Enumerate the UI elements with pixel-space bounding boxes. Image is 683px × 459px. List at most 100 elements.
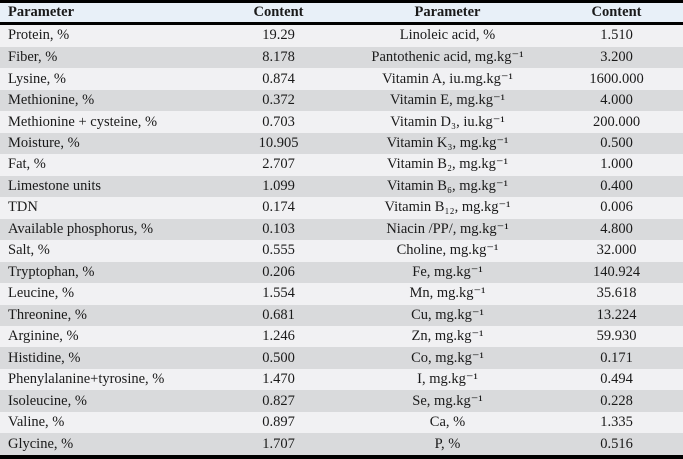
table-body: Protein, % 19.29 Linoleic acid, % 1.510 … <box>0 23 683 455</box>
content-left-cell: 0.500 <box>262 349 295 366</box>
header-parameter-right: Parameter <box>345 3 550 25</box>
parameter-left-cell: Histidine, % <box>8 349 81 366</box>
content-right-cell: 1600.000 <box>589 70 644 87</box>
table-row: Fiber, % 8.178 Pantothenic acid, mg.kg⁻¹… <box>0 46 683 69</box>
table-row: Isoleucine, % 0.827 Se, mg.kg⁻¹ 0.228 <box>0 390 683 412</box>
parameter-left-cell: Limestone units <box>8 177 102 194</box>
parameter-right-cell: Fe, mg.kg⁻¹ <box>412 263 483 280</box>
parameter-left-cell: Arginine, % <box>8 328 79 345</box>
content-right-cell: 0.006 <box>600 199 633 216</box>
content-right-cell: 0.500 <box>600 134 633 151</box>
content-left-cell: 1.554 <box>262 285 295 302</box>
parameter-left-cell: Phenylalanine+tyrosine, % <box>8 371 165 388</box>
table-row: Moisture, % 10.905 Vitamin K₃, mg.kg⁻¹ 0… <box>0 132 683 155</box>
content-left-cell: 19.29 <box>262 27 295 44</box>
parameter-right-cell: Choline, mg.kg⁻¹ <box>396 242 499 259</box>
parameter-right-cell: Zn, mg.kg⁻¹ <box>411 328 484 345</box>
parameter-left-cell: Fat, % <box>8 156 46 173</box>
content-right-cell: 0.171 <box>600 349 633 366</box>
parameter-right-cell: Vitamin K₃, mg.kg⁻¹ <box>386 134 509 151</box>
parameter-right-cell: Ca, % <box>429 414 466 431</box>
content-left-cell: 8.178 <box>262 49 295 66</box>
parameter-left-cell: Threonine, % <box>8 306 87 323</box>
parameter-right-cell: Se, mg.kg⁻¹ <box>412 392 483 409</box>
table-row: Tryptophan, % 0.206 Fe, mg.kg⁻¹ 140.924 <box>0 261 683 284</box>
parameter-left-cell: Tryptophan, % <box>8 263 95 280</box>
table-row: Threonine, % 0.681 Cu, mg.kg⁻¹ 13.224 <box>0 304 683 326</box>
content-left-cell: 1.707 <box>262 435 295 452</box>
content-left-cell: 10.905 <box>258 134 299 151</box>
table-row: Arginine, % 1.246 Zn, mg.kg⁻¹ 59.930 <box>0 325 683 348</box>
parameter-right-cell: Mn, mg.kg⁻¹ <box>409 285 486 302</box>
parameter-right-cell: Linoleic acid, % <box>399 27 496 44</box>
parameter-right-cell: Vitamin A, iu.mg.kg⁻¹ <box>382 70 513 87</box>
content-left-cell: 0.174 <box>262 199 295 216</box>
parameter-left-cell: Lysine, % <box>8 70 66 87</box>
content-right-cell: 0.494 <box>600 371 633 388</box>
parameter-left-cell: Leucine, % <box>8 285 75 302</box>
header-row: Parameter Content Parameter Content <box>0 3 683 25</box>
table-row: Salt, % 0.555 Choline, mg.kg⁻¹ 32.000 <box>0 240 683 262</box>
content-left-cell: 0.897 <box>262 414 295 431</box>
content-right-cell: 4.000 <box>600 92 633 109</box>
content-left-cell: 1.246 <box>262 328 295 345</box>
table-row: Available phosphorus, % 0.103 Niacin /PP… <box>0 218 683 241</box>
content-left-cell: 2.707 <box>262 156 295 173</box>
content-left-cell: 0.874 <box>262 70 295 87</box>
parameter-left-cell: Protein, % <box>8 27 70 44</box>
parameter-left-cell: Valine, % <box>8 414 65 431</box>
content-right-cell: 1.000 <box>600 156 633 173</box>
table-row: Histidine, % 0.500 Co, mg.kg⁻¹ 0.171 <box>0 347 683 369</box>
content-left-cell: 0.555 <box>262 242 295 259</box>
table-row: Phenylalanine+tyrosine, % 1.470 I, mg.kg… <box>0 368 683 391</box>
table-row: TDN 0.174 Vitamin B₁₂, mg.kg⁻¹ 0.006 <box>0 197 683 219</box>
content-left-cell: 0.827 <box>262 392 295 409</box>
parameter-left-cell: Glycine, % <box>8 435 74 452</box>
content-right-cell: 0.516 <box>600 435 633 452</box>
content-left-cell: 1.470 <box>262 371 295 388</box>
parameter-right-cell: Vitamin D₃, iu.kg⁻¹ <box>390 113 505 130</box>
content-right-cell: 3.200 <box>600 49 633 66</box>
content-right-cell: 0.228 <box>600 392 633 409</box>
table-row: Fat, % 2.707 Vitamin B₂, mg.kg⁻¹ 1.000 <box>0 154 683 176</box>
header-content-left: Content <box>212 3 345 25</box>
header-parameter-left: Parameter <box>0 3 212 25</box>
table-row: Lysine, % 0.874 Vitamin A, iu.mg.kg⁻¹ 16… <box>0 68 683 90</box>
table-row: Protein, % 19.29 Linoleic acid, % 1.510 <box>0 23 683 47</box>
parameter-left-cell: Moisture, % <box>8 134 80 151</box>
content-right-cell: 59.930 <box>596 328 637 345</box>
content-right-cell: 0.400 <box>600 177 633 194</box>
content-left-cell: 0.703 <box>262 113 295 130</box>
content-right-cell: 35.618 <box>596 285 637 302</box>
parameter-left-cell: Methionine, % <box>8 92 95 109</box>
content-right-cell: 200.000 <box>592 113 641 130</box>
content-left-cell: 0.681 <box>262 306 295 323</box>
parameter-right-cell: Vitamin B₂, mg.kg⁻¹ <box>387 156 508 173</box>
table-row: Glycine, % 1.707 P, % 0.516 <box>0 433 683 455</box>
table-row: Methionine + cysteine, % 0.703 Vitamin D… <box>0 111 683 133</box>
content-right-cell: 4.800 <box>600 220 633 237</box>
composition-table: Parameter Content Parameter Content Prot… <box>0 3 683 455</box>
parameter-right-cell: Cu, mg.kg⁻¹ <box>411 306 484 323</box>
parameter-right-cell: Vitamin B₆, mg.kg⁻¹ <box>387 177 508 194</box>
content-right-cell: 1.335 <box>600 414 633 431</box>
parameter-left-cell: Salt, % <box>8 242 50 259</box>
parameter-right-cell: P, % <box>434 435 461 452</box>
parameter-right-cell: Co, mg.kg⁻¹ <box>411 349 484 366</box>
header-content-right: Content <box>550 3 683 25</box>
parameter-right-cell: Pantothenic acid, mg.kg⁻¹ <box>371 49 524 66</box>
content-left-cell: 0.372 <box>262 92 295 109</box>
parameter-left-cell: Available phosphorus, % <box>8 220 154 237</box>
parameter-left-cell: Isoleucine, % <box>8 392 87 409</box>
table-row: Limestone units 1.099 Vitamin B₆, mg.kg⁻… <box>0 175 683 198</box>
parameter-right-cell: I, mg.kg⁻¹ <box>417 371 478 388</box>
content-left-cell: 1.099 <box>262 177 295 194</box>
table-row: Valine, % 0.897 Ca, % 1.335 <box>0 411 683 434</box>
parameter-right-cell: Vitamin B₁₂, mg.kg⁻¹ <box>384 199 511 216</box>
parameter-left-cell: Fiber, % <box>8 49 58 66</box>
parameter-left-cell: TDN <box>8 199 38 216</box>
content-left-cell: 0.206 <box>262 263 295 280</box>
table-row: Methionine, % 0.372 Vitamin E, mg.kg⁻¹ 4… <box>0 89 683 112</box>
parameter-right-cell: Niacin /PP/, mg.kg⁻¹ <box>386 220 509 237</box>
